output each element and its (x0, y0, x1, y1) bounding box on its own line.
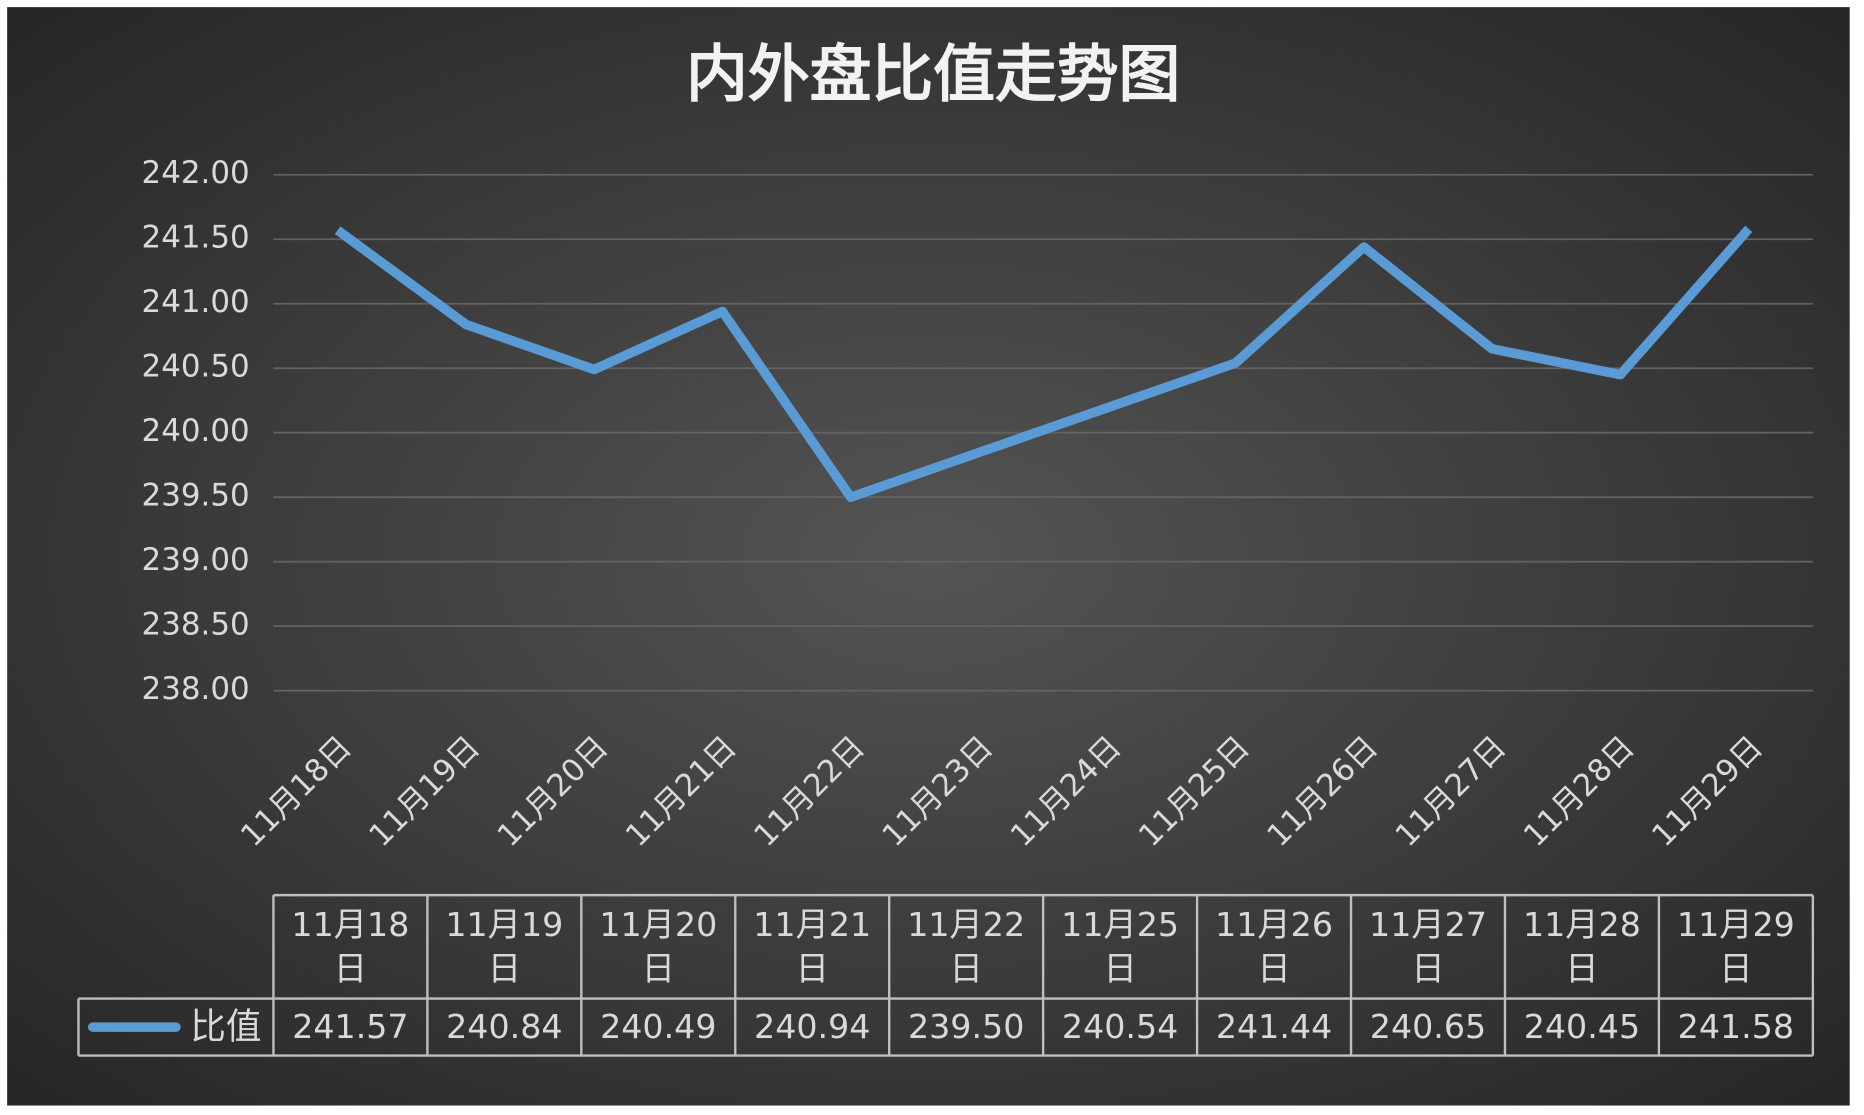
y-tick-label: 240.50 (142, 349, 250, 385)
data-line (334, 225, 1753, 502)
y-tick-label: 239.00 (142, 542, 250, 578)
table-value: 241.58 (1678, 1007, 1794, 1046)
table-header: 11月18 日 (291, 905, 409, 988)
table-header: 11月20 日 (599, 905, 717, 988)
legend-label: 比值 (190, 1006, 261, 1047)
table-value: 240.54 (1062, 1007, 1178, 1046)
table-value: 240.49 (600, 1007, 716, 1046)
table-value: 240.94 (754, 1007, 870, 1046)
table-value: 240.84 (446, 1007, 562, 1046)
table-value: 239.50 (908, 1007, 1024, 1046)
table-header: 11月26 日 (1215, 905, 1333, 988)
table-header: 11月28 日 (1523, 905, 1641, 988)
y-tick-label: 238.50 (142, 607, 250, 643)
table-header: 11月21 日 (753, 905, 871, 988)
y-tick-label: 239.50 (142, 478, 250, 514)
table-value: 240.45 (1524, 1007, 1640, 1046)
y-tick-label: 238.00 (142, 671, 250, 707)
table-value: 241.44 (1216, 1007, 1332, 1046)
table-value: 240.65 (1370, 1007, 1486, 1046)
y-tick-label: 240.00 (142, 413, 250, 449)
table-header: 11月27 日 (1369, 905, 1487, 988)
table-header: 11月29 日 (1677, 905, 1795, 988)
chart-background (7, 7, 1850, 1106)
chart-title: 内外盘比值走势图 (686, 39, 1180, 111)
y-tick-label: 241.50 (142, 220, 250, 256)
table-header: 11月22 日 (907, 905, 1025, 988)
y-tick-label: 242.00 (142, 155, 250, 191)
table-header: 11月19 日 (445, 905, 563, 988)
table-header: 11月25 日 (1061, 905, 1179, 988)
y-tick-label: 241.00 (142, 284, 250, 320)
table-value: 241.57 (292, 1007, 408, 1046)
